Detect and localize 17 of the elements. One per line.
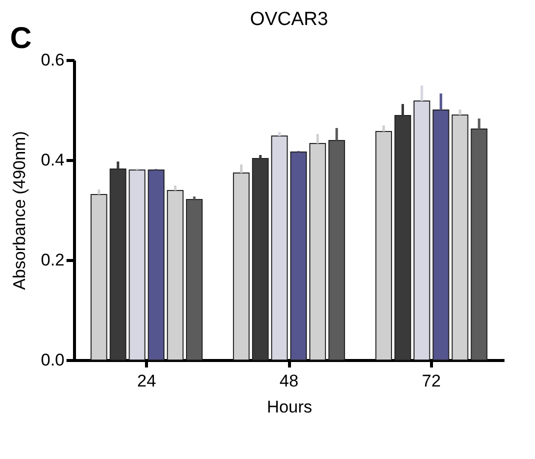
y-tick-label: 0.2 bbox=[40, 250, 64, 270]
y-axis-title: Absorbance (490nm) bbox=[10, 131, 29, 290]
chart-title: OVCAR3 bbox=[250, 9, 328, 30]
y-tick-label: 0.4 bbox=[40, 150, 64, 170]
bar bbox=[271, 136, 288, 360]
y-tick-label: 0.6 bbox=[40, 50, 64, 70]
x-tick-label: 48 bbox=[280, 372, 298, 390]
bar bbox=[252, 158, 269, 360]
bar bbox=[290, 152, 307, 360]
x-tick-label: 72 bbox=[422, 372, 441, 390]
x-axis-title: Hours bbox=[266, 398, 312, 416]
bar bbox=[148, 170, 164, 360]
y-tick-label: 0.0 bbox=[40, 350, 64, 370]
x-tick-label: 24 bbox=[137, 372, 156, 390]
bar bbox=[128, 170, 146, 360]
text: C bbox=[10, 22, 32, 56]
bar bbox=[186, 199, 203, 360]
